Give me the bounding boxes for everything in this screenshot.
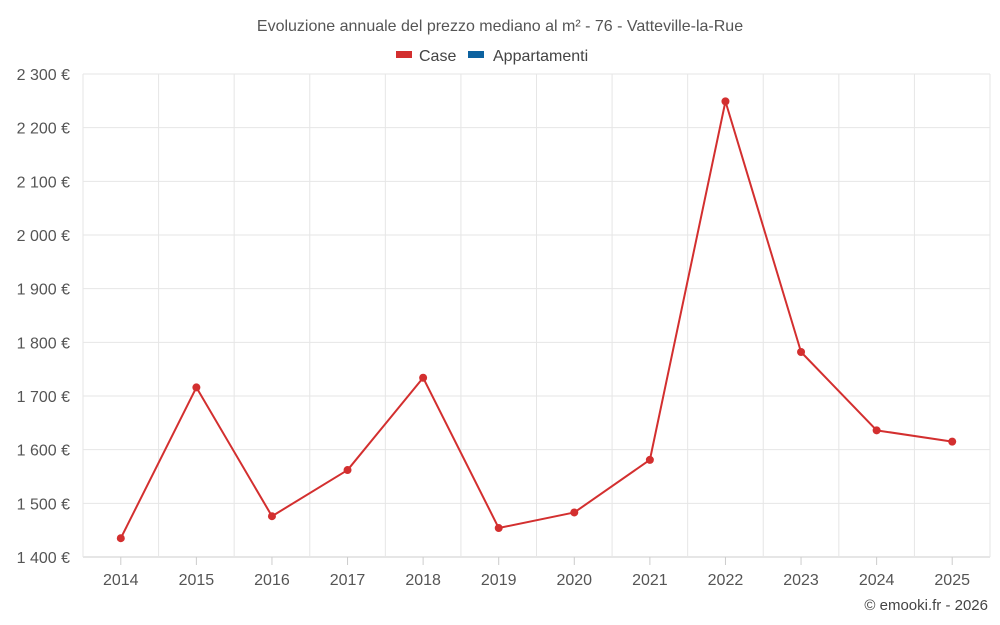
- y-tick-label: 1 500 €: [17, 496, 70, 513]
- x-tick-label: 2016: [254, 572, 290, 589]
- legend-swatch-case: [396, 51, 412, 58]
- grid: [82, 73, 991, 565]
- y-tick-label: 1 900 €: [17, 282, 70, 299]
- y-tick-label: 2 000 €: [17, 228, 70, 245]
- legend: Case Appartamenti: [396, 48, 588, 65]
- y-axis-labels: 1 400 € 1 500 € 1 600 € 1 700 € 1 800 € 1 900…: [17, 67, 70, 567]
- data-point[interactable]: [343, 466, 352, 475]
- legend-label-appartamenti[interactable]: Appartamenti: [493, 48, 588, 65]
- data-point[interactable]: [948, 437, 957, 446]
- y-tick-label: 1 800 €: [17, 335, 70, 352]
- data-point[interactable]: [116, 534, 125, 543]
- data-point[interactable]: [267, 512, 276, 521]
- series-case: [116, 97, 957, 543]
- x-tick-label: 2014: [103, 572, 139, 589]
- y-tick-label: 2 100 €: [17, 174, 70, 191]
- x-tick-label: 2021: [632, 572, 668, 589]
- x-tick-label: 2018: [405, 572, 441, 589]
- x-tick-label: 2022: [708, 572, 744, 589]
- y-tick-label: 1 400 €: [17, 550, 70, 567]
- x-tick-label: 2025: [934, 572, 970, 589]
- data-point[interactable]: [721, 97, 730, 106]
- data-point[interactable]: [797, 347, 806, 356]
- x-tick-label: 2020: [556, 572, 592, 589]
- x-tick-label: 2015: [179, 572, 215, 589]
- y-tick-label: 1 600 €: [17, 443, 70, 460]
- x-tick-label: 2017: [330, 572, 366, 589]
- x-tick-label: 2024: [859, 572, 895, 589]
- data-point[interactable]: [570, 508, 579, 517]
- y-tick-label: 2 200 €: [17, 121, 70, 138]
- data-point[interactable]: [192, 383, 201, 392]
- legend-swatch-appartamenti: [468, 51, 484, 58]
- x-axis-labels: 2014 2015 2016 2017 2018 2019 2020 2021 2022 2023…: [103, 572, 970, 589]
- series-line: [119, 100, 953, 539]
- y-tick-label: 2 300 €: [17, 67, 70, 84]
- data-point[interactable]: [872, 426, 881, 435]
- credit-text: © emooki.fr - 2026: [864, 597, 988, 614]
- chart-title: Evoluzione annuale del prezzo mediano al…: [257, 18, 743, 35]
- data-point[interactable]: [494, 524, 503, 533]
- x-tick-label: 2023: [783, 572, 819, 589]
- data-point[interactable]: [645, 455, 654, 464]
- legend-label-case[interactable]: Case: [419, 48, 456, 65]
- x-tick-label: 2019: [481, 572, 517, 589]
- data-point[interactable]: [419, 373, 428, 382]
- y-tick-label: 1 700 €: [17, 389, 70, 406]
